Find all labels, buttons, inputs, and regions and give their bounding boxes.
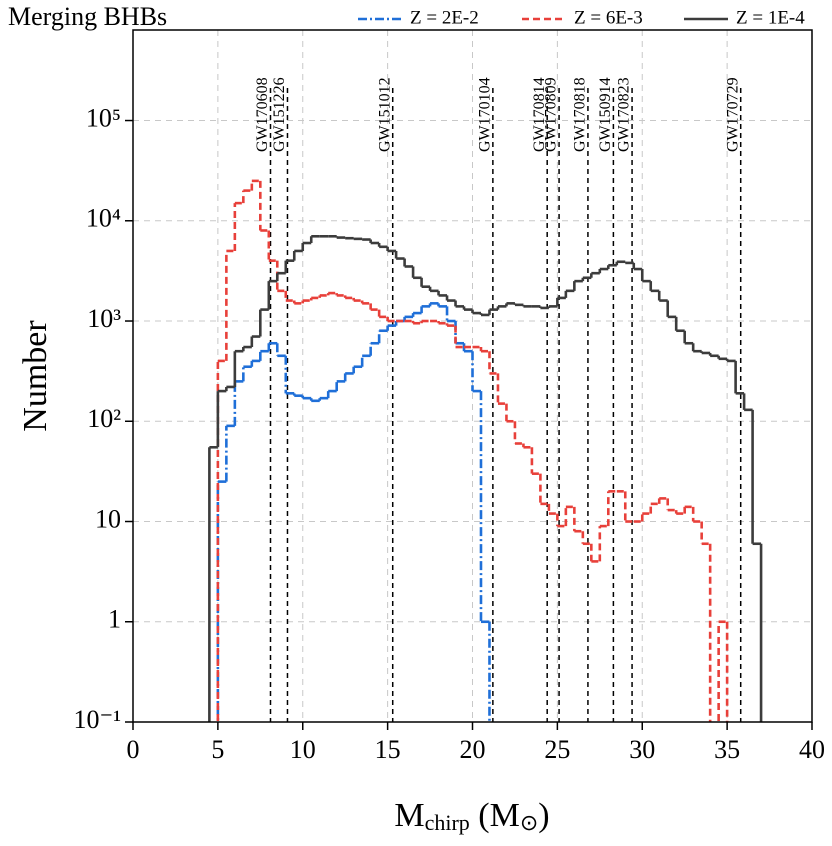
y-tick-label: 1 bbox=[108, 605, 121, 634]
x-tick-label: 10 bbox=[290, 735, 316, 764]
x-tick-label: 15 bbox=[375, 735, 401, 764]
x-tick-label: 20 bbox=[460, 735, 486, 764]
legend-label: Z = 6E-3 bbox=[574, 7, 643, 28]
event-label: GW170814 bbox=[531, 77, 548, 152]
x-tick-label: 25 bbox=[544, 735, 570, 764]
x-axis-label-part: ) bbox=[538, 797, 549, 834]
y-axis-label: Number bbox=[17, 320, 54, 432]
event-label: GW170729 bbox=[724, 77, 741, 152]
event-label: GW151012 bbox=[376, 77, 393, 152]
x-axis-label-part: (M bbox=[470, 797, 520, 834]
legend-title: Merging BHBs bbox=[8, 2, 167, 31]
event-label: GW151226 bbox=[271, 77, 288, 152]
event-label: GW170104 bbox=[477, 77, 494, 152]
x-tick-label: 40 bbox=[799, 735, 825, 764]
y-tick-label: 10⁵ bbox=[86, 103, 121, 132]
x-tick-label: 30 bbox=[629, 735, 655, 764]
event-label: GW170823 bbox=[616, 77, 633, 152]
y-tick-label: 10⁴ bbox=[86, 204, 121, 233]
event-label: GW170608 bbox=[254, 77, 271, 152]
y-tick-label: 10 bbox=[95, 504, 121, 533]
legend-label: Z = 1E-4 bbox=[736, 7, 805, 28]
plot-area bbox=[208, 179, 763, 722]
x-tick-label: 35 bbox=[714, 735, 740, 764]
y-tick-label: 10² bbox=[87, 404, 121, 433]
x-axis-label: Mchirp (M⊙) bbox=[394, 797, 549, 835]
event-label: GW170818 bbox=[572, 77, 589, 152]
legend-label: Z = 2E-2 bbox=[410, 7, 479, 28]
x-axis-label-part: chirp bbox=[425, 810, 470, 835]
y-tick-label: 10⁻¹ bbox=[73, 705, 121, 734]
x-tick-label: 5 bbox=[211, 735, 224, 764]
event-label: GW170809 bbox=[543, 77, 560, 152]
step-connector bbox=[208, 236, 763, 722]
event-label: GW150914 bbox=[597, 77, 614, 152]
x-axis-label-part: M bbox=[394, 797, 424, 834]
step-connector bbox=[216, 180, 729, 722]
plot-frame bbox=[132, 29, 813, 723]
x-tick-label: 0 bbox=[127, 735, 140, 764]
x-axis-label-part: ⊙ bbox=[520, 810, 538, 835]
y-tick-label: 10³ bbox=[87, 304, 121, 333]
step-connector bbox=[216, 303, 491, 722]
